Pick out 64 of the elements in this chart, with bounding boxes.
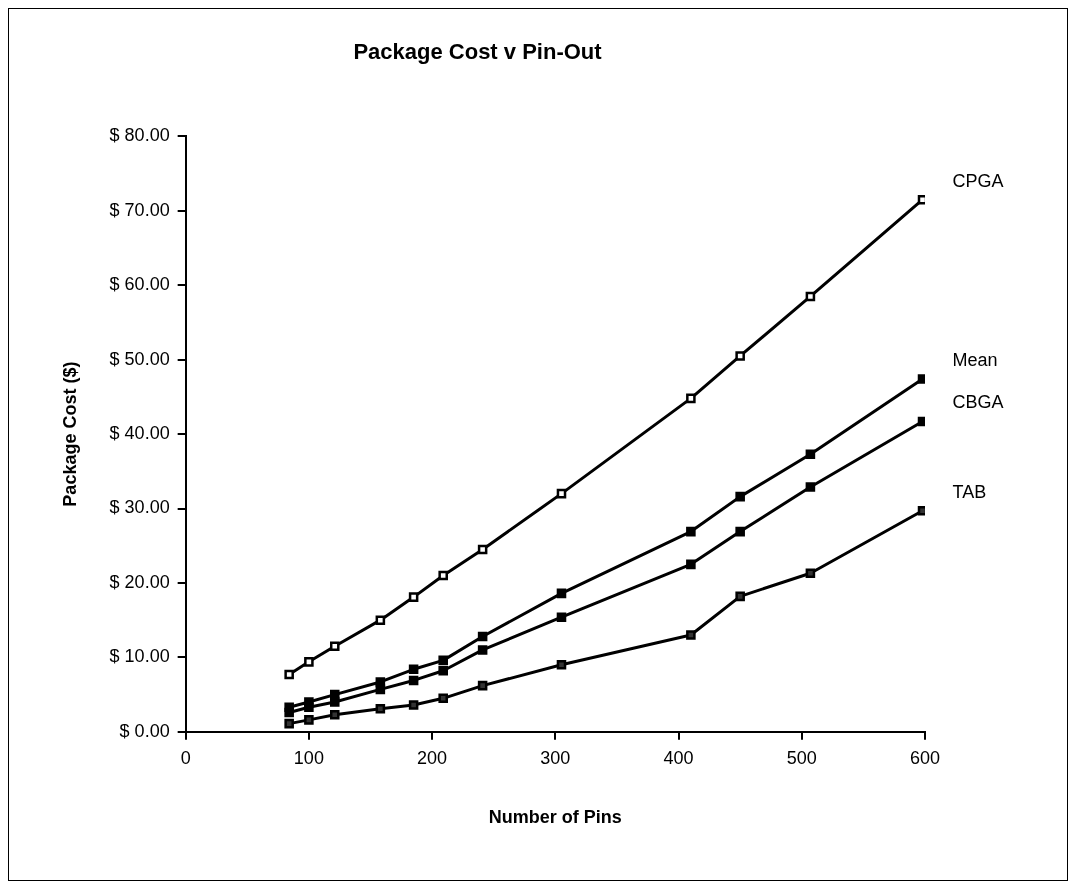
point [686,393,696,404]
point [375,703,386,714]
point [805,568,816,579]
y-tick-label: $ 0.00 [119,720,170,741]
point [735,526,745,537]
point [477,631,488,642]
point [477,544,488,555]
y-tick-label: $ 60.00 [109,274,170,295]
point [408,664,419,675]
point [408,700,419,710]
x-tick-label: 600 [909,747,941,768]
series-label: CPGA [952,170,1004,191]
point [556,588,567,599]
point [329,697,340,707]
y-tick-label: $ 30.00 [109,497,170,518]
point [438,570,448,581]
point [735,491,745,502]
point [805,449,816,459]
point [477,680,488,691]
y-tick-label: $ 40.00 [109,423,170,444]
point [284,718,294,729]
point [556,488,567,499]
point [556,612,567,622]
point [735,591,745,602]
x-tick-label: 100 [293,747,324,768]
point [408,592,419,602]
y-tick-label: $ 50.00 [109,348,170,369]
point [375,677,386,687]
y-axis-title: Package Cost ($) [59,361,80,507]
x-axis-title: Number of Pins [488,807,622,828]
point [686,559,696,570]
x-tick-label: 300 [540,747,571,768]
point [329,689,340,700]
y-tick-label: $ 70.00 [109,199,170,220]
point [375,615,386,625]
chart-title: Package Cost v Pin-Out [353,39,603,65]
point [556,660,567,670]
point [438,693,448,704]
point [284,702,294,713]
point [686,526,696,537]
point [304,715,314,725]
x-tick-label: 400 [663,747,694,768]
point [329,641,340,651]
y-tick-label: $ 80.00 [109,125,170,146]
point [304,697,314,707]
x-tick-label: 0 [180,747,191,768]
series-label: Mean [952,349,998,370]
point [408,675,419,686]
point [438,665,448,676]
point [304,657,314,667]
point [805,482,816,492]
point [477,645,488,655]
x-tick-label: 200 [417,747,448,768]
y-tick-label: $ 20.00 [109,571,170,592]
x-tick-label: 500 [786,747,817,768]
point [686,630,696,640]
y-tick-label: $ 10.00 [109,646,170,667]
series-label: TAB [952,481,987,502]
point [284,669,294,680]
series-label: CBGA [952,392,1004,413]
point [805,291,816,302]
point [438,655,448,666]
point [735,351,745,361]
point [329,709,340,720]
